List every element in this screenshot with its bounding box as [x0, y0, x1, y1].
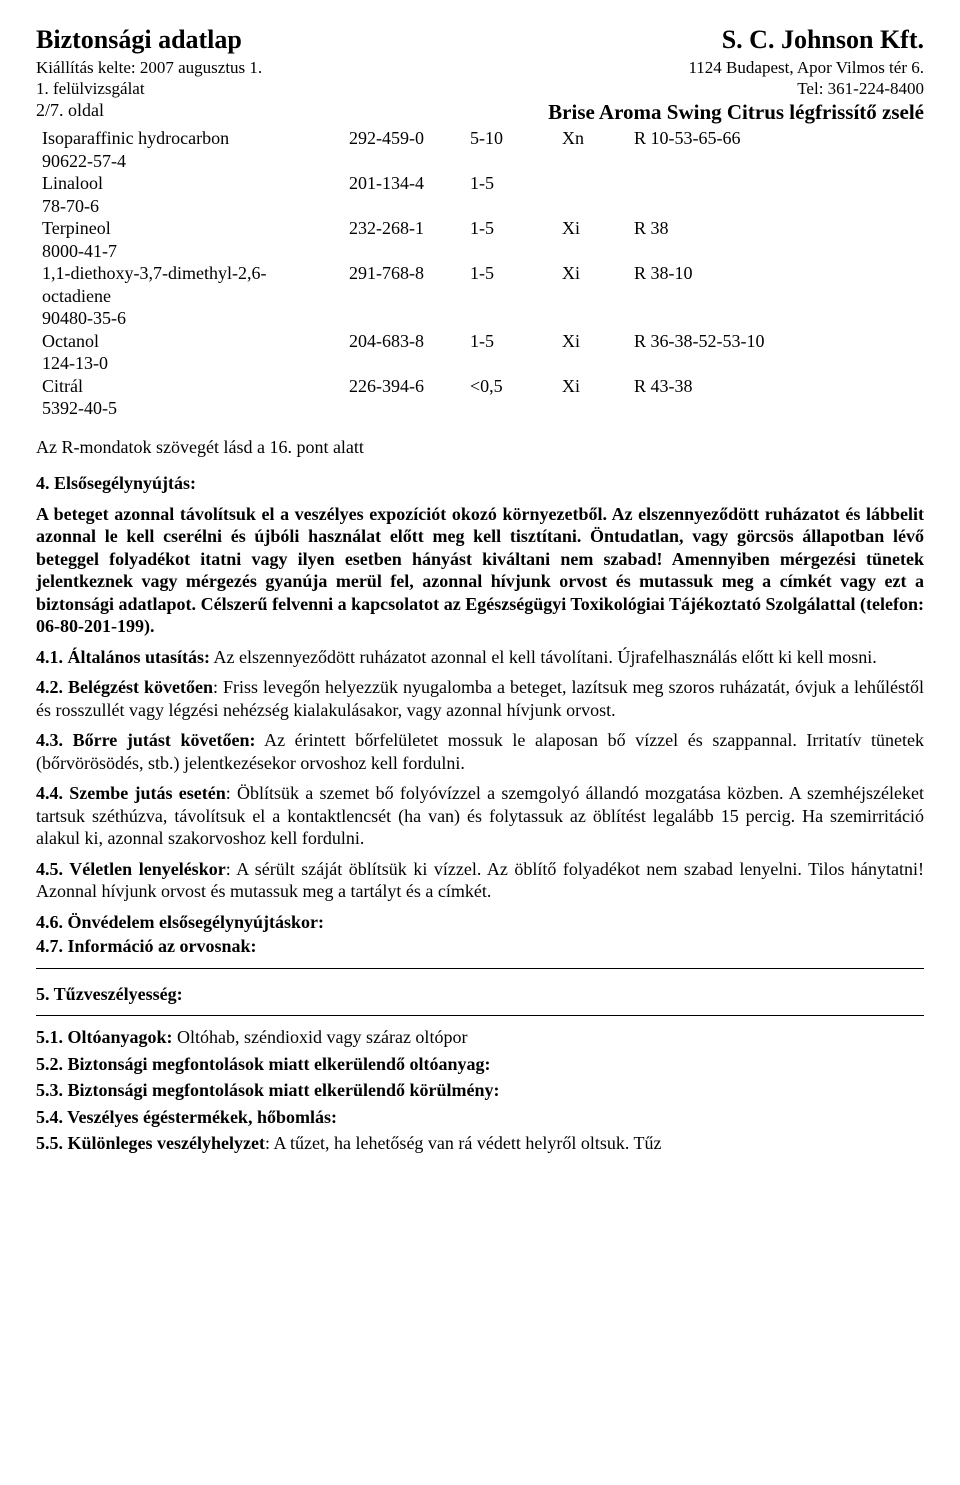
p42-label: 4.2. Belégzést követően	[36, 677, 213, 697]
chem-conc: 1-5	[464, 217, 556, 240]
table-row: 1,1-diethoxy-3,7-dimethyl-2,6-octadiene2…	[36, 262, 924, 307]
chem-cas: 5392-40-5	[36, 397, 924, 420]
chem-symbol: Xi	[556, 217, 628, 240]
revision-label: 1. felülvizsgálat	[36, 78, 145, 99]
chem-ec: 232-268-1	[288, 217, 464, 240]
chem-conc: 5-10	[464, 127, 556, 150]
p55-text: : A tűzet, ha lehetőség van rá védett he…	[265, 1133, 662, 1153]
chem-name: Linalool	[36, 172, 288, 195]
chem-rphrase	[628, 172, 924, 195]
p51-label: 5.1. Oltóanyagok:	[36, 1027, 173, 1047]
table-row-cas: 78-70-6	[36, 195, 924, 218]
section-4-1: 4.1. Általános utasítás: Az elszennyeződ…	[36, 646, 924, 669]
section-4-title: 4. Elsősegélynyújtás:	[36, 472, 924, 495]
company-phone: Tel: 361-224-8400	[797, 78, 924, 99]
table-row-cas: 90622-57-4	[36, 150, 924, 173]
p44-label: 4.4. Szembe jutás esetén	[36, 783, 226, 803]
chem-rphrase: R 38-10	[628, 262, 924, 307]
p45-label: 4.5. Véletlen lenyeléskor	[36, 859, 226, 879]
p41-label: 4.1. Általános utasítás:	[36, 647, 210, 667]
section-4-7: 4.7. Információ az orvosnak:	[36, 935, 924, 958]
company-address: 1124 Budapest, Apor Vilmos tér 6.	[688, 57, 924, 78]
doc-title-left: Biztonsági adatlap	[36, 24, 242, 57]
r-phrase-note: Az R-mondatok szövegét lásd a 16. pont a…	[36, 436, 924, 459]
p41-text: Az elszennyeződött ruházatot azonnal el …	[210, 647, 877, 667]
section-4-5: 4.5. Véletlen lenyeléskor: A sérült száj…	[36, 858, 924, 903]
section-5-5: 5.5. Különleges veszélyhelyzet: A tűzet,…	[36, 1132, 924, 1155]
section-4-4: 4.4. Szembe jutás esetén: Öblítsük a sze…	[36, 782, 924, 850]
chem-conc: 1-5	[464, 172, 556, 195]
doc-title-right: S. C. Johnson Kft.	[722, 24, 924, 57]
section-5-1: 5.1. Oltóanyagok: Oltóhab, széndioxid va…	[36, 1026, 924, 1049]
divider-1	[36, 968, 924, 969]
section-5-title: 5. Tűzveszélyesség:	[36, 983, 924, 1006]
chemical-table: Isoparaffinic hydrocarbon292-459-05-10Xn…	[36, 127, 924, 420]
chem-symbol: Xn	[556, 127, 628, 150]
table-row: Linalool201-134-41-5	[36, 172, 924, 195]
chem-cas: 124-13-0	[36, 352, 924, 375]
product-name: Brise Aroma Swing Citrus légfrissítő zse…	[548, 99, 924, 125]
chem-cas: 90480-35-6	[36, 307, 924, 330]
issue-date: Kiállítás kelte: 2007 augusztus 1.	[36, 57, 262, 78]
chem-ec: 226-394-6	[288, 375, 464, 398]
chem-name: Isoparaffinic hydrocarbon	[36, 127, 288, 150]
section-4-6: 4.6. Önvédelem elsősegélynyújtáskor:	[36, 911, 924, 934]
page-number: 2/7. oldal	[36, 99, 104, 125]
section-5-2: 5.2. Biztonsági megfontolások miatt elke…	[36, 1053, 924, 1076]
divider-2	[36, 1015, 924, 1016]
chem-ec: 201-134-4	[288, 172, 464, 195]
chem-conc: <0,5	[464, 375, 556, 398]
chem-cas: 78-70-6	[36, 195, 924, 218]
table-row-cas: 5392-40-5	[36, 397, 924, 420]
chem-rphrase: R 10-53-65-66	[628, 127, 924, 150]
chem-conc: 1-5	[464, 262, 556, 307]
p43-label: 4.3. Bőrre jutást követően:	[36, 730, 255, 750]
table-row-cas: 124-13-0	[36, 352, 924, 375]
chem-name: Terpineol	[36, 217, 288, 240]
chem-name: Octanol	[36, 330, 288, 353]
chem-rphrase: R 38	[628, 217, 924, 240]
chem-ec: 292-459-0	[288, 127, 464, 150]
chem-rphrase: R 36-38-52-53-10	[628, 330, 924, 353]
chem-symbol	[556, 172, 628, 195]
p55-label: 5.5. Különleges veszélyhelyzet	[36, 1133, 265, 1153]
table-row-cas: 90480-35-6	[36, 307, 924, 330]
chem-symbol: Xi	[556, 330, 628, 353]
chem-ec: 204-683-8	[288, 330, 464, 353]
section-4-3: 4.3. Bőrre jutást követően: Az érintett …	[36, 729, 924, 774]
chem-ec: 291-768-8	[288, 262, 464, 307]
table-row-cas: 8000-41-7	[36, 240, 924, 263]
chem-name: 1,1-diethoxy-3,7-dimethyl-2,6-octadiene	[36, 262, 288, 307]
table-row: Isoparaffinic hydrocarbon292-459-05-10Xn…	[36, 127, 924, 150]
chem-cas: 8000-41-7	[36, 240, 924, 263]
section-5-3: 5.3. Biztonsági megfontolások miatt elke…	[36, 1079, 924, 1102]
chem-name: Citrál	[36, 375, 288, 398]
chem-symbol: Xi	[556, 262, 628, 307]
chem-cas: 90622-57-4	[36, 150, 924, 173]
table-row: Terpineol232-268-11-5XiR 38	[36, 217, 924, 240]
table-row: Octanol204-683-81-5XiR 36-38-52-53-10	[36, 330, 924, 353]
table-row: Citrál226-394-6<0,5XiR 43-38	[36, 375, 924, 398]
chem-conc: 1-5	[464, 330, 556, 353]
chem-rphrase: R 43-38	[628, 375, 924, 398]
p51-text: Oltóhab, széndioxid vagy száraz oltópor	[173, 1027, 468, 1047]
section-5-4: 5.4. Veszélyes égéstermékek, hőbomlás:	[36, 1106, 924, 1129]
section-4-body: A beteget azonnal távolítsuk el a veszél…	[36, 503, 924, 638]
chem-symbol: Xi	[556, 375, 628, 398]
section-4-2: 4.2. Belégzést követően: Friss levegőn h…	[36, 676, 924, 721]
